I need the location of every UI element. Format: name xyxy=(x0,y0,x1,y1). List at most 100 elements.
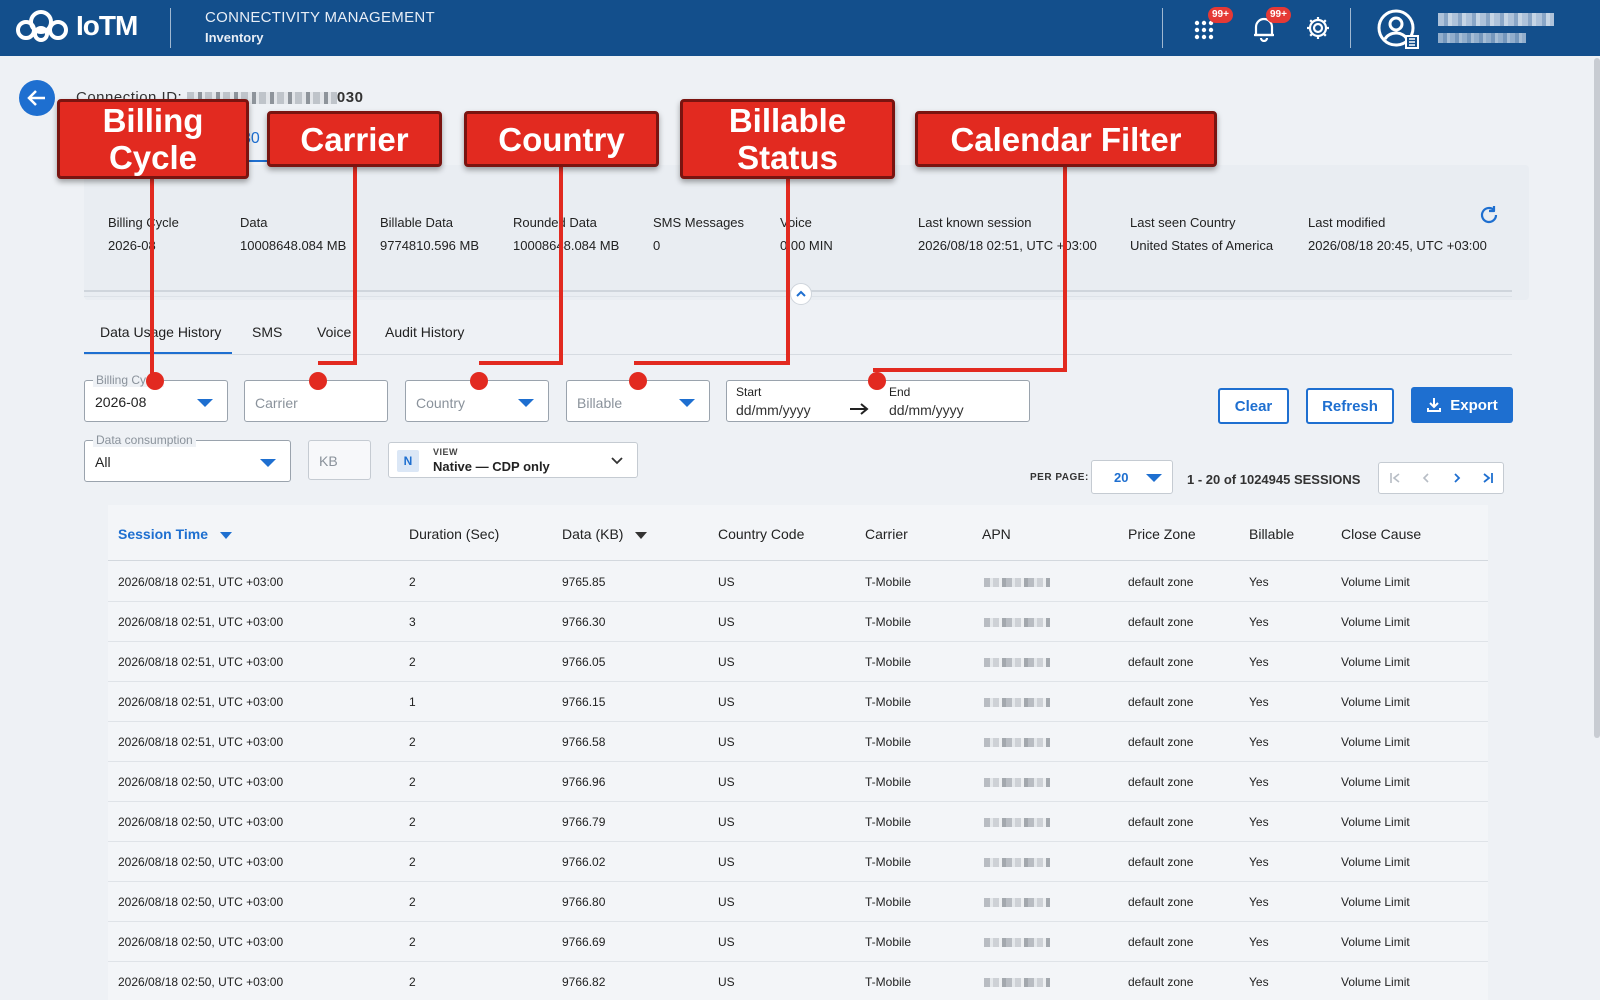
pager xyxy=(1378,462,1504,494)
chevron-down-icon xyxy=(679,399,695,407)
logo[interactable]: IoTM xyxy=(14,8,138,44)
column-header-price-zone[interactable]: Price Zone xyxy=(1128,526,1196,542)
pagination-range: 1 - 20 of 1024945 SESSIONS xyxy=(1187,472,1361,487)
export-button[interactable]: Export xyxy=(1411,387,1513,423)
cell-data: 9766.80 xyxy=(562,895,606,909)
prev-page-button[interactable] xyxy=(1410,463,1441,493)
column-header-apn[interactable]: APN xyxy=(982,526,1011,542)
column-header-country-code[interactable]: Country Code xyxy=(718,526,805,542)
sort-icon xyxy=(635,531,648,539)
cell-session-time: 2026/08/18 02:50, UTC +03:00 xyxy=(118,855,284,869)
summary-billing-cycle: Billing Cycle 2026-08 xyxy=(108,215,179,253)
cell-apn-redacted xyxy=(984,738,1050,747)
last-page-button[interactable] xyxy=(1472,463,1503,493)
summary-label: Billing Cycle xyxy=(108,215,179,230)
cell-apn-redacted xyxy=(984,978,1050,987)
cell-country-code: US xyxy=(718,815,735,829)
table-row[interactable]: 2026/08/18 02:50, UTC +03:00 2 9766.82 US T-… xyxy=(108,962,1488,1000)
cell-session-time: 2026/08/18 02:51, UTC +03:00 xyxy=(118,575,284,589)
summary-billable-data: Billable Data 9774810.596 MB xyxy=(380,215,479,253)
cell-session-time: 2026/08/18 02:51, UTC +03:00 xyxy=(118,735,284,749)
gear-icon xyxy=(1307,17,1329,39)
first-page-button[interactable] xyxy=(1379,463,1410,493)
notifications-button[interactable]: 99+ xyxy=(1250,7,1291,43)
start-date-input[interactable]: dd/mm/yyyy xyxy=(736,402,811,418)
settings-button[interactable] xyxy=(1304,14,1332,42)
callout-label: Billing Cycle xyxy=(102,102,204,176)
table-row[interactable]: 2026/08/18 02:50, UTC +03:00 2 9766.80 US T-… xyxy=(108,882,1488,922)
cell-session-time: 2026/08/18 02:51, UTC +03:00 xyxy=(118,695,284,709)
cell-close-cause: Volume Limit xyxy=(1341,815,1410,829)
table-row[interactable]: 2026/08/18 02:50, UTC +03:00 2 9766.69 US T-… xyxy=(108,922,1488,962)
cell-carrier: T-Mobile xyxy=(865,655,912,669)
cell-carrier: T-Mobile xyxy=(865,695,912,709)
cell-country-code: US xyxy=(718,735,735,749)
clear-button[interactable]: Clear xyxy=(1218,388,1289,424)
per-page-select[interactable]: 20 xyxy=(1091,460,1173,494)
cell-apn-redacted xyxy=(984,658,1050,667)
callout-connector xyxy=(634,361,790,365)
tab-sms[interactable]: SMS xyxy=(252,324,283,340)
cell-apn-redacted xyxy=(984,938,1050,947)
sessions-table xyxy=(108,505,1488,1000)
user-menu-button[interactable] xyxy=(1376,8,1419,49)
active-tab-indicator xyxy=(84,352,232,354)
tab-audit-history[interactable]: Audit History xyxy=(385,324,465,340)
table-row[interactable]: 2026/08/18 02:50, UTC +03:00 2 9766.02 US T-… xyxy=(108,842,1488,882)
cell-session-time: 2026/08/18 02:50, UTC +03:00 xyxy=(118,895,284,909)
cell-close-cause: Volume Limit xyxy=(1341,855,1410,869)
collapse-summary-button[interactable] xyxy=(790,283,812,305)
cell-close-cause: Volume Limit xyxy=(1341,975,1410,989)
cell-billable: Yes xyxy=(1249,855,1269,869)
column-header-billable[interactable]: Billable xyxy=(1249,526,1295,542)
cell-duration: 2 xyxy=(409,935,416,949)
column-header-session-time[interactable]: Session Time xyxy=(118,526,233,542)
column-header-data[interactable]: Data (KB) xyxy=(562,526,648,542)
tab-voice[interactable]: Voice xyxy=(317,324,352,340)
column-header-duration[interactable]: Duration (Sec) xyxy=(409,526,500,542)
view-badge: N xyxy=(397,450,419,472)
cell-billable: Yes xyxy=(1249,775,1269,789)
table-row[interactable]: 2026/08/18 02:51, UTC +03:00 2 9766.05 US T-… xyxy=(108,642,1488,682)
callout-label: Carrier xyxy=(300,120,409,158)
column-header-carrier[interactable]: Carrier xyxy=(865,526,908,542)
table-row[interactable]: 2026/08/18 02:51, UTC +03:00 2 9765.85 US T-… xyxy=(108,562,1488,602)
cell-session-time: 2026/08/18 02:51, UTC +03:00 xyxy=(118,655,284,669)
cell-close-cause: Volume Limit xyxy=(1341,655,1410,669)
data-consumption-select[interactable]: Data consumption All xyxy=(84,433,291,482)
table-row[interactable]: 2026/08/18 02:51, UTC +03:00 2 9766.58 US T-… xyxy=(108,722,1488,762)
table-row[interactable]: 2026/08/18 02:50, UTC +03:00 2 9766.96 US T-… xyxy=(108,762,1488,802)
callout-connector xyxy=(786,178,790,364)
column-header-close-cause[interactable]: Close Cause xyxy=(1341,526,1422,542)
apps-grid-button[interactable]: 99+ xyxy=(1192,7,1233,42)
summary-value: 10008648.084 MB xyxy=(240,238,347,253)
table-row[interactable]: 2026/08/18 02:51, UTC +03:00 3 9766.30 US T-… xyxy=(108,602,1488,642)
sort-desc-icon xyxy=(220,531,233,539)
next-page-button[interactable] xyxy=(1441,463,1472,493)
cell-billable: Yes xyxy=(1249,695,1269,709)
table-row[interactable]: 2026/08/18 02:50, UTC +03:00 2 9766.79 US T-… xyxy=(108,802,1488,842)
chevron-right-icon xyxy=(1453,473,1460,483)
cell-close-cause: Volume Limit xyxy=(1341,735,1410,749)
cell-data: 9766.96 xyxy=(562,775,606,789)
page-scrollbar[interactable] xyxy=(1594,58,1600,738)
cell-price-zone: default zone xyxy=(1128,855,1194,869)
refresh-button[interactable]: Refresh xyxy=(1306,388,1394,424)
billing-cycle-value: 2026-08 xyxy=(95,394,147,410)
cell-data: 9766.15 xyxy=(562,695,606,709)
summary-refresh-button[interactable] xyxy=(1478,204,1500,226)
table-row[interactable]: 2026/08/18 02:51, UTC +03:00 1 9766.15 US T-… xyxy=(108,682,1488,722)
column-header-label: Session Time xyxy=(118,526,209,542)
billing-cycle-select[interactable]: Billing Cycle 2026-08 xyxy=(84,373,228,422)
country-placeholder: Country xyxy=(416,395,466,411)
back-button[interactable] xyxy=(19,80,55,116)
tab-data-usage-history[interactable]: Data Usage History xyxy=(100,324,222,340)
cell-billable: Yes xyxy=(1249,575,1269,589)
cell-country-code: US xyxy=(718,655,735,669)
cell-price-zone: default zone xyxy=(1128,775,1194,789)
cell-close-cause: Volume Limit xyxy=(1341,935,1410,949)
cell-billable: Yes xyxy=(1249,655,1269,669)
end-date-input[interactable]: dd/mm/yyyy xyxy=(889,402,964,418)
data-amount-input[interactable]: KB xyxy=(308,440,371,480)
view-select[interactable]: N VIEW Native — CDP only xyxy=(388,442,638,478)
